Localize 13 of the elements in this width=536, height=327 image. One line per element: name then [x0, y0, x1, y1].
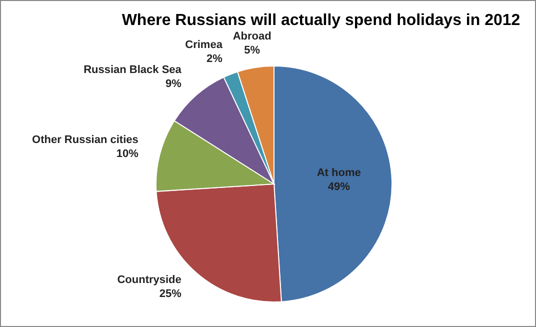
- data-label: 2%: [206, 52, 223, 65]
- slice-label: Abroad: [232, 30, 272, 43]
- slice-label: At home: [316, 166, 361, 179]
- data-label: 5%: [244, 44, 260, 57]
- data-label: 10%: [116, 148, 139, 160]
- slice-label: Other Russian cities: [32, 134, 138, 146]
- data-label: 25%: [159, 288, 182, 300]
- chart-title: Where Russians will actually spend holidays in 2012: [122, 12, 520, 29]
- slice-label: Crimea: [185, 38, 224, 51]
- slice-label: Russian Black Sea: [84, 64, 182, 76]
- slice-label: Countryside: [117, 274, 182, 286]
- data-label: 49%: [328, 180, 350, 193]
- data-label: 9%: [166, 78, 182, 90]
